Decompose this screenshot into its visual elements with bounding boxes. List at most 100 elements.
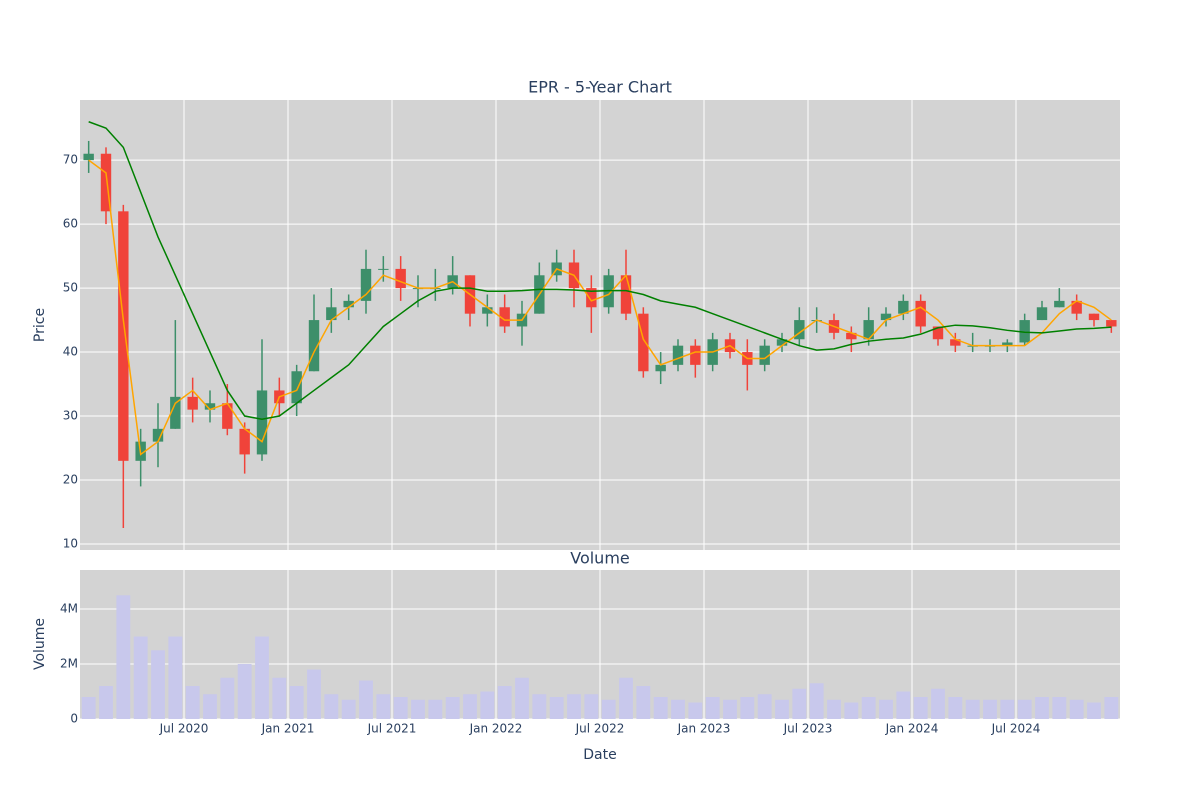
candle-body: [863, 320, 874, 340]
volume-axis-label: Volume: [32, 618, 48, 670]
candle-body: [239, 428, 250, 455]
candle-body: [100, 153, 112, 212]
volume-bar: [567, 694, 581, 719]
volume-bar: [237, 664, 252, 719]
volume-bar: [1069, 699, 1084, 719]
volume-bar: [1000, 699, 1015, 719]
volume-bar: [445, 697, 460, 719]
candle-body: [620, 275, 632, 314]
volume-bar: [1052, 697, 1067, 719]
volume-bar: [948, 697, 963, 719]
volume-bar: [168, 636, 183, 719]
volume-bar: [879, 699, 893, 719]
candle-body: [360, 268, 372, 301]
volume-bar: [636, 686, 651, 719]
candle-body: [655, 364, 666, 372]
volume-bar: [1087, 702, 1101, 719]
candle-body: [915, 300, 926, 327]
volume-bar: [1017, 699, 1032, 719]
x-axis-label: Date: [583, 747, 616, 763]
volume-bar: [359, 680, 373, 719]
x-tick-label: Jan 2023: [677, 722, 731, 736]
candle-body: [898, 300, 909, 314]
x-tick-label: Jan 2024: [885, 722, 939, 736]
candle-body: [690, 345, 701, 365]
y-tick-label: 10: [63, 536, 78, 550]
y-tick-label: 40: [63, 345, 78, 359]
x-tick-label: Jul 2023: [783, 722, 833, 736]
y-tick-label: 0: [70, 712, 78, 726]
y-tick-label: 30: [63, 409, 78, 423]
volume-bar: [861, 697, 876, 719]
volume-bar: [515, 677, 529, 719]
volume-bar: [775, 699, 789, 719]
volume-bar: [393, 697, 408, 719]
volume-bar: [185, 686, 200, 719]
candle-body: [932, 326, 944, 340]
volume-bar: [809, 683, 824, 719]
volume-bar: [757, 694, 772, 719]
volume-bar: [255, 636, 269, 719]
candle-body: [759, 345, 770, 365]
candle-body: [638, 313, 649, 372]
candle-body: [343, 300, 354, 308]
x-tick-label: Jul 2024: [991, 722, 1041, 736]
volume-bar: [913, 697, 928, 719]
candle-body: [1002, 342, 1013, 346]
volume-bar: [497, 686, 512, 719]
volume-bar: [601, 699, 616, 719]
candle-body: [1036, 307, 1048, 321]
candle-body: [170, 396, 181, 429]
volume-bar: [844, 702, 859, 719]
volume-bar: [532, 694, 547, 719]
y-tick-label: 50: [63, 281, 78, 295]
volume-bar: [1035, 697, 1049, 719]
moving-average-line: [88, 121, 1112, 420]
volume-bar: [324, 694, 339, 719]
volume-title: Volume: [570, 549, 630, 568]
candle-body: [586, 288, 597, 308]
volume-bar: [480, 691, 495, 719]
volume-bar: [740, 697, 755, 719]
y-tick-label: 20: [63, 473, 78, 487]
candle-body: [776, 339, 788, 346]
candle-body: [152, 428, 164, 442]
candle-body: [308, 320, 320, 372]
volume-bar: [584, 694, 599, 719]
candle-body: [880, 313, 892, 321]
y-tick-label: 2M: [60, 657, 78, 671]
candle-body: [222, 403, 233, 429]
y-axis-label: Price: [32, 308, 48, 342]
volume-bar: [619, 677, 633, 719]
chart-title: EPR - 5-Year Chart: [528, 78, 672, 97]
volume-bar: [723, 699, 737, 719]
volume-bar: [151, 650, 165, 719]
volume-bar: [931, 688, 945, 719]
volume-bar: [289, 686, 304, 719]
moving-average-line: [88, 159, 1112, 456]
x-tick-label: Jan 2022: [469, 722, 523, 736]
candle-body: [794, 320, 805, 340]
y-tick-label: 70: [63, 153, 78, 167]
volume-bar: [896, 691, 911, 719]
candle-body: [672, 345, 684, 365]
candle-body: [1088, 313, 1100, 321]
candle-body: [1019, 320, 1030, 343]
volume-bar: [428, 699, 443, 719]
volume-bar: [376, 694, 391, 719]
y-tick-label: 4M: [60, 602, 78, 616]
candle-body: [395, 268, 406, 289]
volume-bar: [220, 677, 235, 719]
volume-bar: [463, 694, 477, 719]
candle-body: [499, 307, 510, 327]
volume-bar: [1104, 697, 1119, 719]
volume-bar: [133, 636, 148, 719]
candle-body: [950, 339, 961, 346]
volume-bar: [307, 669, 321, 719]
y-tick-label: 60: [63, 217, 78, 231]
x-tick-label: Jul 2021: [367, 722, 417, 736]
volume-bar: [99, 686, 113, 719]
volume-bar: [272, 677, 287, 719]
volume-bar: [203, 694, 217, 719]
volume-bar: [688, 702, 703, 719]
